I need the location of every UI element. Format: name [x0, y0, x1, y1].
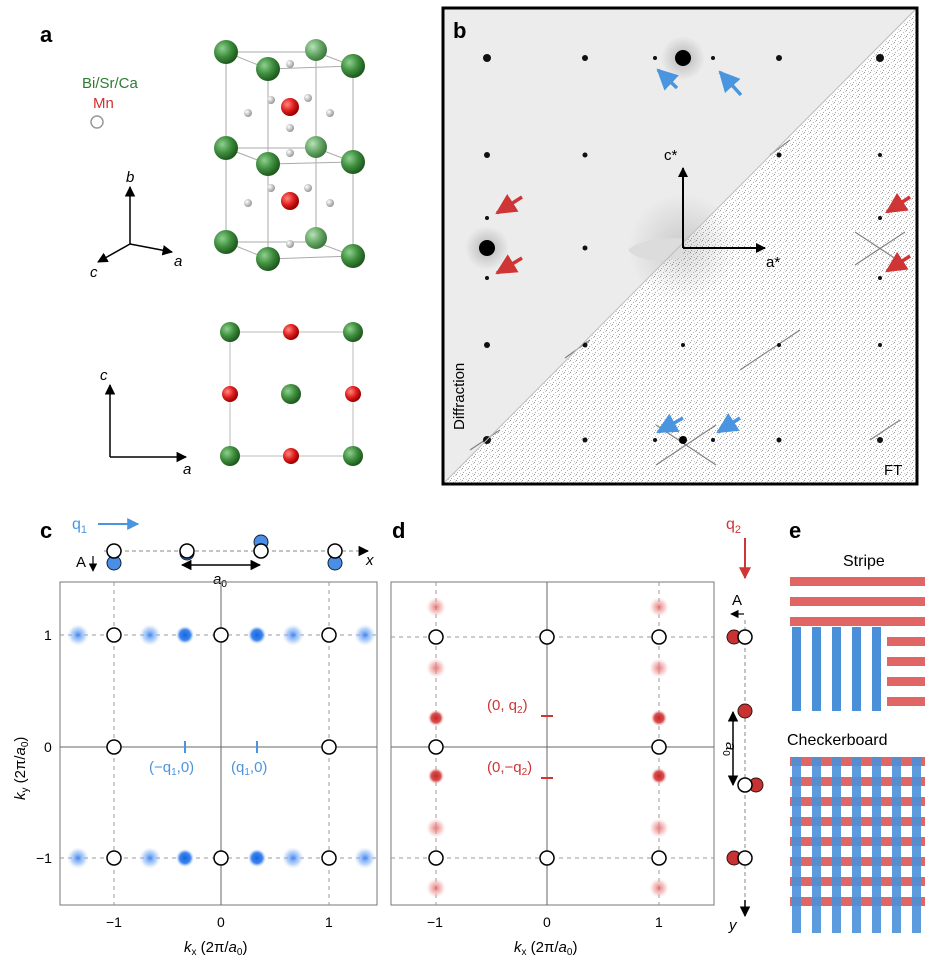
plot-d-frame [390, 581, 715, 906]
diffraction-label: Diffraction [451, 363, 468, 430]
neg-q2-label: (0,−q2) [487, 759, 532, 778]
panel-a-label: a [40, 22, 53, 47]
axes-2d: c a [100, 367, 191, 478]
d-xtick-1: 0 [543, 914, 551, 930]
c-ytick-2: −1 [36, 850, 52, 866]
d-A-label: A [732, 592, 742, 609]
axis2-c-label: c [100, 367, 108, 384]
panel-d: d (0, q [390, 516, 764, 958]
chain-atoms [106, 534, 343, 571]
d-xlabel: kx (2π/a0) [514, 939, 577, 958]
panel-b: b c* a* Diffraction FT [441, 6, 919, 486]
axis2-a-label: a [183, 461, 191, 478]
d-xtick-2: 1 [655, 914, 663, 930]
blue-spots [67, 624, 376, 869]
c-xtick-1: 0 [217, 914, 225, 930]
blue-arrow-4 [716, 412, 741, 434]
lattice-d [428, 629, 667, 866]
q1-coord-label: (q1,0) [231, 759, 267, 778]
c-xtick-0: −1 [106, 914, 122, 930]
cstar-label: c* [664, 147, 678, 164]
red-arrow-3 [885, 192, 911, 214]
c-ytick-0: 1 [44, 627, 52, 643]
axes-3d: b a c [90, 169, 182, 281]
plot-c-frame [59, 581, 378, 906]
atoms-3d [214, 39, 365, 271]
c-ylabel: ky (2π/a0) [12, 737, 31, 800]
red-arrow-1 [495, 193, 523, 215]
x-label: x [365, 552, 374, 569]
astar-label: a* [766, 254, 780, 271]
ft-label: FT [884, 462, 902, 479]
q1-label: q1 [72, 516, 87, 536]
panel-c: c q1 x A a0 [12, 516, 378, 958]
panel-a: a Bi/Sr/Ca Mn b a c [40, 22, 365, 478]
c-xtick-2: 1 [325, 914, 333, 930]
axis-a-label: a [174, 253, 182, 270]
c-xlabel: kx (2π/a0) [184, 939, 247, 958]
stripe-pattern [790, 577, 925, 711]
q2-label: q2 [726, 516, 741, 536]
panel-d-label: d [392, 518, 405, 543]
stripe-title: Stripe [843, 553, 885, 570]
a0-label: a0 [213, 571, 227, 590]
lattice-c [106, 627, 337, 866]
d-chain-atoms [726, 629, 764, 866]
axis-c-label: c [90, 264, 98, 281]
pos-q2-label: (0, q2) [487, 697, 528, 716]
panel-e-label: e [789, 518, 801, 543]
A-label: A [76, 554, 86, 571]
neg-q1-label: (−q1,0) [149, 759, 194, 778]
checkerboard-pattern [790, 757, 925, 933]
legend-mn: Mn [93, 95, 114, 112]
legend-o-icon [90, 115, 104, 129]
c-ytick-1: 0 [44, 739, 52, 755]
d-xtick-0: −1 [427, 914, 443, 930]
y-label: y [728, 917, 738, 934]
panel-b-label: b [453, 18, 466, 43]
red-spots [426, 597, 669, 898]
red-arrow-4 [885, 251, 911, 273]
checkerboard-title: Checkerboard [787, 732, 888, 749]
panel-e: e Stripe Checkerboard [787, 518, 925, 933]
d-a0-label: a0 [720, 742, 739, 756]
red-arrow-2 [495, 254, 523, 275]
panel-b-frame [441, 6, 919, 486]
axis-b-label: b [126, 169, 134, 186]
legend-bisrca: Bi/Sr/Ca [82, 75, 139, 92]
blue-arrow-2 [718, 70, 743, 97]
crystal-2d [220, 322, 363, 466]
blue-arrow-3 [656, 413, 684, 434]
blue-arrow-1 [656, 68, 679, 91]
panel-c-label: c [40, 518, 52, 543]
